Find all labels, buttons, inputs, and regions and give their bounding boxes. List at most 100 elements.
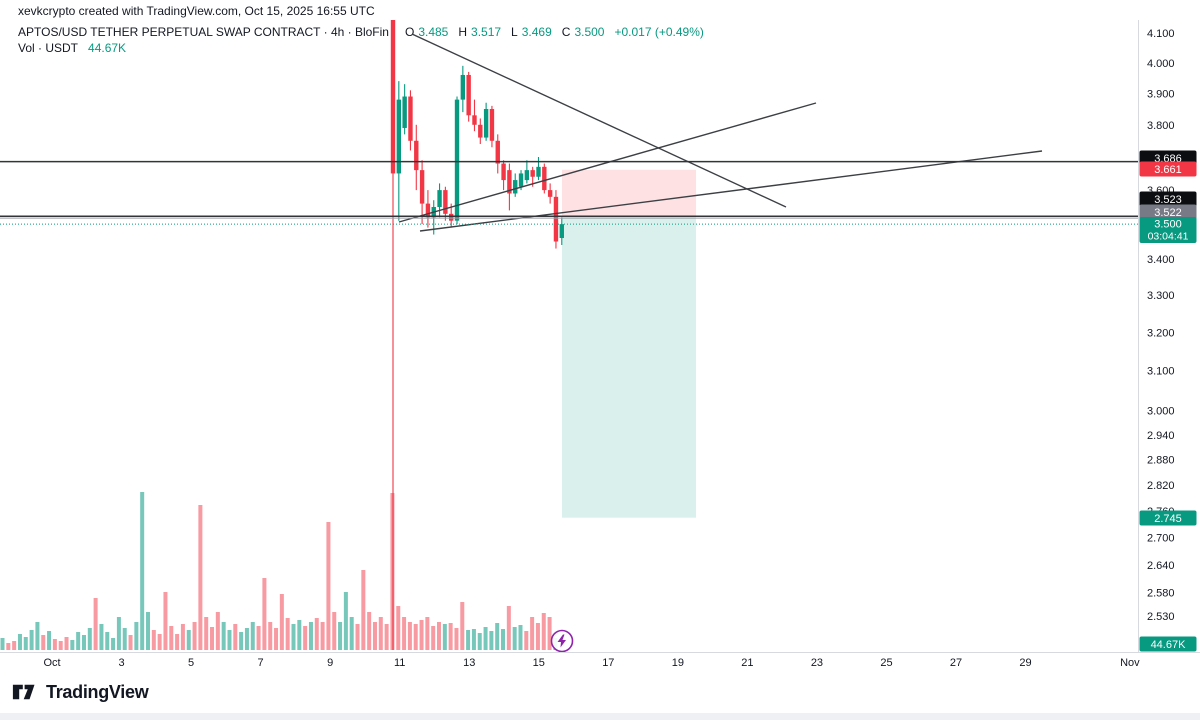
time-tick: 21 [741, 657, 753, 669]
price-axis[interactable]: 4.100 4.000 3.900 3.800 3.600 3.400 3.300 3.200… [1147, 28, 1175, 623]
candle-body [501, 163, 506, 181]
candle-body [478, 124, 483, 138]
candle-body [542, 166, 547, 191]
volume-bar [262, 578, 267, 650]
volume-bar [431, 626, 436, 650]
volume-bar [437, 622, 441, 650]
candle-body [553, 196, 559, 242]
volume-bar [239, 632, 244, 650]
volume-bar [227, 630, 232, 650]
volume-bar [477, 633, 482, 650]
time-tick: 15 [533, 657, 545, 669]
volume-bar [0, 638, 5, 650]
lightning-icon[interactable] [550, 629, 574, 652]
price-label: 2.745 [1139, 510, 1197, 526]
volume-bar [338, 622, 343, 650]
volume-bar [326, 522, 331, 650]
volume-bar [6, 643, 11, 650]
candle-body [536, 166, 541, 177]
price-tick: 3.600 [1147, 185, 1175, 197]
time-tick: 25 [880, 657, 892, 669]
volume-bar [390, 493, 395, 650]
trendline[interactable] [419, 150, 1043, 232]
volume-bar [320, 622, 325, 650]
volume-bar [175, 634, 180, 650]
volume-value: 44.67K [88, 41, 127, 55]
volume-bar [47, 631, 52, 650]
tradingview-logomark-icon [12, 684, 35, 699]
candle-body [530, 170, 535, 177]
close-value: 3.500 [574, 25, 605, 39]
volume-bar [151, 630, 156, 650]
volume-bar [384, 624, 389, 650]
volume-bar [210, 627, 215, 650]
candle-body [402, 96, 407, 128]
price-tick: 3.300 [1147, 290, 1175, 302]
volume-bar [308, 622, 313, 650]
volume-bar [466, 630, 471, 650]
volume-legend-row[interactable]: Vol · USDT 44.67K [18, 41, 704, 56]
trendline[interactable] [411, 33, 787, 208]
volume-bar [58, 641, 63, 650]
svg-text:3.500: 3.500 [1154, 219, 1182, 231]
volume-bar [35, 622, 40, 650]
volume-bar [448, 623, 453, 650]
time-tick: 17 [602, 657, 614, 669]
volume-bar [518, 625, 523, 650]
price-tick: 3.100 [1147, 366, 1175, 378]
price-tick: 3.900 [1147, 88, 1175, 100]
price-tick: 3.400 [1147, 254, 1175, 266]
candle-body [547, 190, 553, 197]
volume-label: Vol · USDT [18, 41, 79, 55]
svg-text:3.522: 3.522 [1154, 207, 1182, 219]
time-axis[interactable]: Oct 3 5 7 9 11 13 15 17 19 21 23 25 27 29 Nov [43, 657, 1140, 669]
candle-body [518, 173, 524, 187]
volume-bar [256, 626, 261, 650]
volume-bar [122, 628, 127, 650]
volume-bar [367, 612, 372, 650]
volume-bar [425, 617, 430, 650]
short-position-risk-box[interactable] [562, 169, 696, 217]
price-tick: 2.580 [1147, 588, 1175, 600]
candle-body [449, 213, 454, 221]
volume-bar [361, 570, 366, 650]
candle-body [437, 190, 442, 207]
price-label: 3.661 [1139, 161, 1197, 177]
candle-body [425, 203, 431, 218]
volume-bar [396, 606, 401, 650]
time-tick: 9 [327, 657, 333, 669]
price-tick: 2.940 [1147, 430, 1175, 442]
candle-body [454, 99, 460, 221]
volume-bar [495, 623, 500, 650]
volume-bar [192, 622, 197, 650]
volume-bar [355, 624, 360, 650]
price-tick: 2.880 [1147, 455, 1175, 467]
volume-bar [402, 617, 407, 650]
volume-bar [244, 628, 249, 650]
volume-bar [489, 631, 494, 650]
short-position-reward-box[interactable] [562, 216, 696, 518]
open-value: 3.485 [418, 25, 449, 39]
time-tick: 7 [258, 657, 264, 669]
tradingview-logo[interactable]: TradingView [12, 682, 149, 703]
candle-body [443, 190, 448, 214]
trendline[interactable] [398, 102, 817, 223]
symbol-legend-row[interactable]: APTOS/USD TETHER PERPETUAL SWAP CONTRACT… [18, 25, 704, 40]
volume-bar [460, 602, 465, 650]
candle-body [419, 170, 425, 204]
bottom-strip [0, 713, 1200, 720]
volume-bar [198, 505, 203, 650]
time-tick: 13 [463, 657, 475, 669]
volume-bar [87, 628, 92, 650]
candle-body [524, 170, 530, 181]
volume-bar [134, 622, 139, 650]
price-label: 44.67K [1139, 636, 1197, 652]
volume-bar [303, 626, 308, 650]
candles [390, 20, 564, 650]
attribution-text: xevkcrypto created with TradingView.com,… [18, 4, 375, 18]
plot-area[interactable] [0, 18, 1138, 652]
volume-bar [483, 627, 488, 650]
volume-bar [530, 617, 535, 650]
volume-bar [291, 624, 296, 650]
